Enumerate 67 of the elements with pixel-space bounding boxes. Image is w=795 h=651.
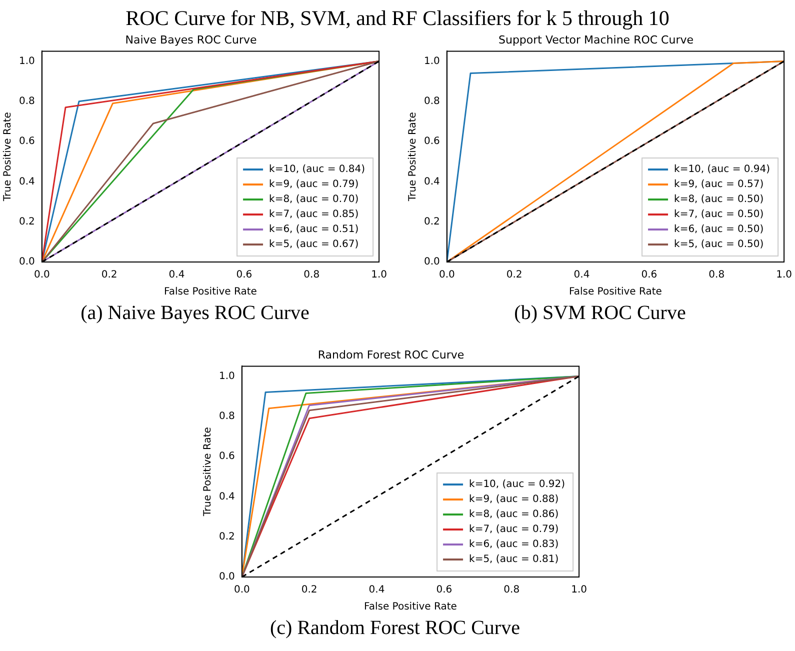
chart-title: Naive Bayes ROC Curve	[125, 33, 257, 46]
y-tick-label: 0.8	[218, 410, 235, 422]
x-tick-label: 0.8	[504, 584, 520, 596]
legend-label: k=9, (auc = 0.88)	[469, 494, 559, 506]
x-tick-label: 0.8	[304, 270, 320, 281]
y-tick-label: 0.8	[424, 96, 440, 107]
y-tick-label: 0.0	[218, 572, 235, 583]
x-axis-title: False Positive Rate	[164, 286, 257, 298]
y-tick-label: 0.0	[424, 256, 440, 268]
legend-label: k=6, (auc = 0.83)	[469, 539, 559, 550]
legend-label: k=7, (auc = 0.85)	[269, 209, 359, 220]
legend-label: k=10, (auc = 0.92)	[469, 479, 566, 490]
text: (c) Random Forest ROC Curve	[269, 617, 521, 640]
y-tick-label: 0.4	[18, 176, 35, 188]
legend-label: k=10, (auc = 0.84)	[269, 164, 366, 176]
y-axis-title: True Positive Rate	[408, 112, 419, 202]
x-tick-label: 0.4	[368, 584, 385, 596]
y-tick-label: 0.4	[218, 491, 235, 502]
y-tick-label: 1.0	[18, 56, 35, 67]
x-tick-label: 0.2	[506, 270, 522, 281]
y-tick-label: 0.8	[18, 96, 35, 107]
y-axis-title: True Positive Rate	[2, 112, 14, 202]
x-tick-label: 0.6	[436, 584, 452, 596]
legend-label: k=8, (auc = 0.86)	[469, 509, 559, 520]
legend-label: k=10, (auc = 0.94)	[674, 164, 770, 176]
y-tick-label: 0.6	[424, 136, 440, 148]
x-tick-label: 0.0	[34, 270, 50, 281]
x-tick-label: 0.4	[574, 270, 590, 281]
y-axis-title: True Positive Rate	[202, 427, 214, 518]
y-tick-label: 1.0	[424, 56, 440, 67]
x-tick-label: 0.2	[101, 270, 118, 281]
legend-label: k=5, (auc = 0.50)	[674, 239, 764, 250]
legend-label: k=6, (auc = 0.51)	[269, 224, 359, 236]
y-tick-label: 1.0	[218, 370, 235, 382]
legend-label: k=9, (auc = 0.57)	[674, 179, 764, 190]
legend-label: k=9, (auc = 0.79)	[269, 179, 359, 190]
text: (a) Naive Bayes ROC Curve	[80, 302, 310, 325]
y-tick-label: 0.0	[18, 256, 35, 268]
text: ROC Curve for NB, SVM, and RF Classifiers for k 5 through 10	[124, 6, 670, 31]
y-tick-label: 0.2	[424, 216, 440, 228]
x-tick-label: 0.0	[438, 270, 455, 281]
y-tick-label: 0.6	[18, 136, 35, 148]
chart-title: Random Forest ROC Curve	[318, 348, 464, 362]
chart-title: Support Vector Machine ROC Curve	[498, 33, 694, 46]
legend-label: k=5, (auc = 0.81)	[469, 554, 559, 566]
x-tick-label: 0.2	[301, 584, 318, 596]
legend-label: k=5, (auc = 0.67)	[269, 239, 359, 250]
x-tick-label: 0.8	[708, 270, 725, 281]
x-axis-title: False Positive Rate	[364, 602, 457, 613]
y-tick-label: 0.6	[218, 451, 235, 462]
x-tick-label: 1.0	[571, 584, 587, 596]
legend-label: k=8, (auc = 0.50)	[674, 194, 764, 206]
x-tick-label: 0.4	[168, 270, 185, 281]
legend-label: k=7, (auc = 0.50)	[674, 209, 764, 220]
x-tick-label: 1.0	[371, 270, 387, 281]
x-tick-label: 0.6	[641, 270, 658, 281]
legend-label: k=7, (auc = 0.79)	[469, 524, 559, 536]
legend-label: k=8, (auc = 0.70)	[269, 194, 359, 206]
y-tick-label: 0.2	[18, 216, 35, 228]
y-tick-label: 0.2	[218, 531, 235, 542]
legend-label: k=6, (auc = 0.50)	[674, 224, 764, 236]
x-tick-label: 1.0	[776, 270, 792, 281]
x-tick-label: 0.6	[236, 270, 252, 281]
y-tick-label: 0.4	[424, 176, 440, 188]
text: (b) SVM ROC Curve	[513, 302, 687, 325]
x-tick-label: 0.0	[234, 584, 250, 596]
x-axis-title: False Positive Rate	[569, 286, 662, 298]
